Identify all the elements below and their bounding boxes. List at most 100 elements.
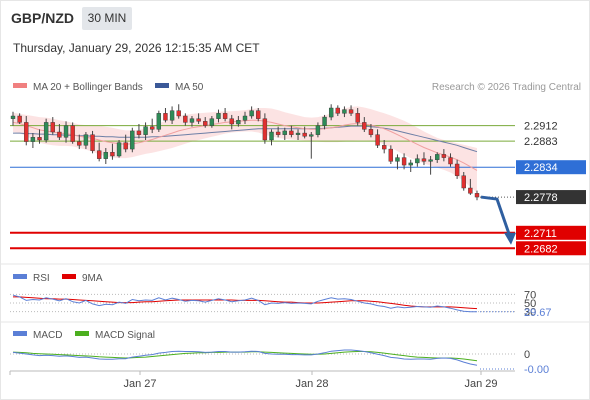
ma50-line [13,125,478,153]
macd-signal-legend-swatch [75,331,89,336]
time-tick-label: Jan 27 [123,378,156,390]
pivot-level-label: 2.2834 [524,162,558,174]
candle [123,134,128,153]
candle [63,121,69,143]
candle [77,134,82,150]
candle [143,122,148,140]
candle [435,152,440,163]
macd-signal-legend-label: MACD Signal [95,330,155,341]
rsi-line [12,294,478,313]
candle [30,133,36,148]
forecast-arrow [480,195,512,238]
candle [70,122,75,144]
rsi-value-label: 29.67 [524,307,552,319]
candle [196,113,201,124]
candle [57,124,62,140]
candle [43,118,49,143]
candle [342,106,347,118]
candle [236,116,241,127]
candle [83,132,89,150]
macd-legend-label: MACD [33,330,62,341]
candle [395,154,400,170]
candle [275,126,281,138]
candle [362,117,367,132]
candle [309,132,314,159]
candle [96,142,102,162]
candle [388,145,394,164]
candle [136,124,142,139]
candle [454,159,460,179]
time-tick-label: Jan 28 [295,378,328,390]
candle [50,117,55,135]
candle [203,117,208,128]
rsi-level-label: 70 [524,289,536,301]
rsi-ma-legend-label: 9MA [82,273,103,284]
rsi-level-label: 50 [524,298,536,310]
timeframe-badge[interactable]: 30 MIN [82,7,132,30]
candle [110,143,115,160]
bollinger-band [13,106,477,193]
time-axis: Jan 27 Jan 28 Jan 29 [9,371,498,390]
resistance-level-label: 2.2883 [524,136,558,148]
candle [382,140,387,154]
candle [348,105,354,116]
candle [229,114,234,130]
candle [176,104,181,119]
candle [302,126,307,139]
candle [163,108,168,123]
candle [474,190,480,201]
candle [249,106,254,119]
candle [17,113,22,124]
candle [256,108,261,122]
macd-line [12,349,478,366]
candle [461,172,466,191]
candle [209,116,215,128]
support-level-tag [516,225,586,240]
candle [295,129,301,140]
macd-panel: 0 -0.00 [10,349,549,376]
candle [448,153,453,167]
candle [10,111,16,126]
candle [156,110,162,132]
current-level-tag [516,190,586,205]
candle [315,122,321,138]
candle [169,106,175,124]
rsi-legend-swatch [13,274,27,279]
time-tick-label: Jan 29 [464,378,497,390]
candle [262,113,268,144]
ma50-legend-label: MA 50 [175,82,204,93]
rsi-legend-label: RSI [33,273,50,284]
candle [189,116,195,127]
candle [269,129,274,146]
candle [103,148,108,164]
candle [242,111,248,124]
candle [355,108,360,126]
forecast-arrowhead [504,232,516,245]
candle [375,129,380,148]
candle [282,127,287,140]
candle [421,152,427,166]
candle [368,124,374,138]
currency-pair-title: GBP/NZD [11,10,74,26]
datetime-label: Thursday, January 29, 2026 12:15:35 AM C… [13,41,260,55]
support-level-tag [516,241,586,256]
candle [24,116,29,146]
macd-value-label: -0.00 [524,364,549,376]
ma20-legend-label: MA 20 + Bollinger Bands [33,82,143,93]
candle [441,149,447,162]
candle [408,159,413,172]
macd-zero-label: 0 [524,349,530,361]
candle [116,140,122,158]
ma50-legend-swatch [155,83,169,88]
macd-legend-swatch [13,331,27,336]
candle [216,109,221,123]
current-level-label: 2.2778 [524,192,558,204]
candle [130,127,135,153]
candle [289,125,294,138]
candle [335,105,340,116]
candle [322,114,327,130]
candle [415,154,420,167]
candle [468,178,473,195]
